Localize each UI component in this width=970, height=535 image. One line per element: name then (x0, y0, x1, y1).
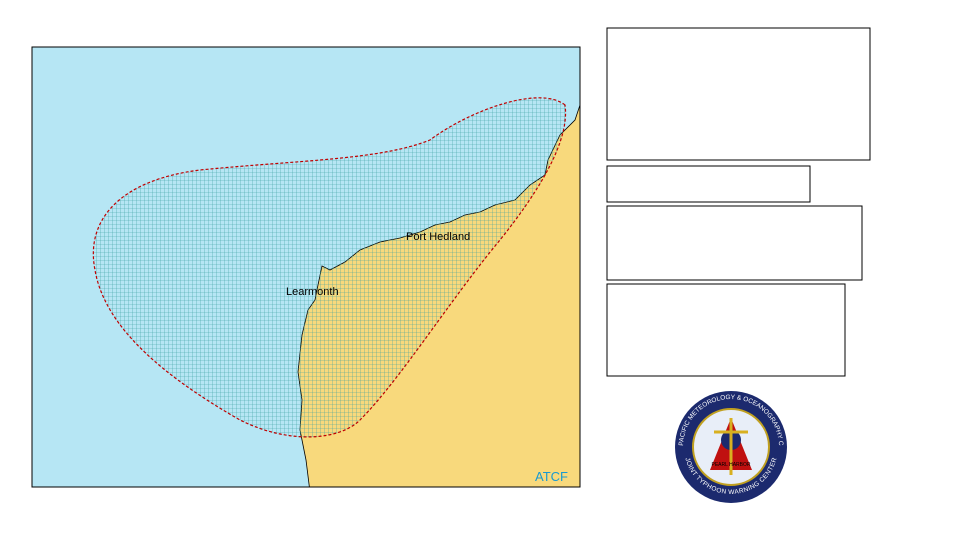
legend-box (606, 283, 846, 377)
warning-box (606, 27, 871, 161)
danger-area (92, 97, 567, 438)
place-label: Port Hedland (406, 231, 470, 243)
map-frame (31, 46, 581, 488)
logo-text: PEARL HARBOR (712, 462, 751, 468)
place-label: Learmonth (286, 286, 339, 298)
map (32, 47, 580, 487)
bearing-box (606, 205, 863, 281)
source-label: ATCF (535, 469, 568, 484)
cpa-box (606, 165, 811, 203)
